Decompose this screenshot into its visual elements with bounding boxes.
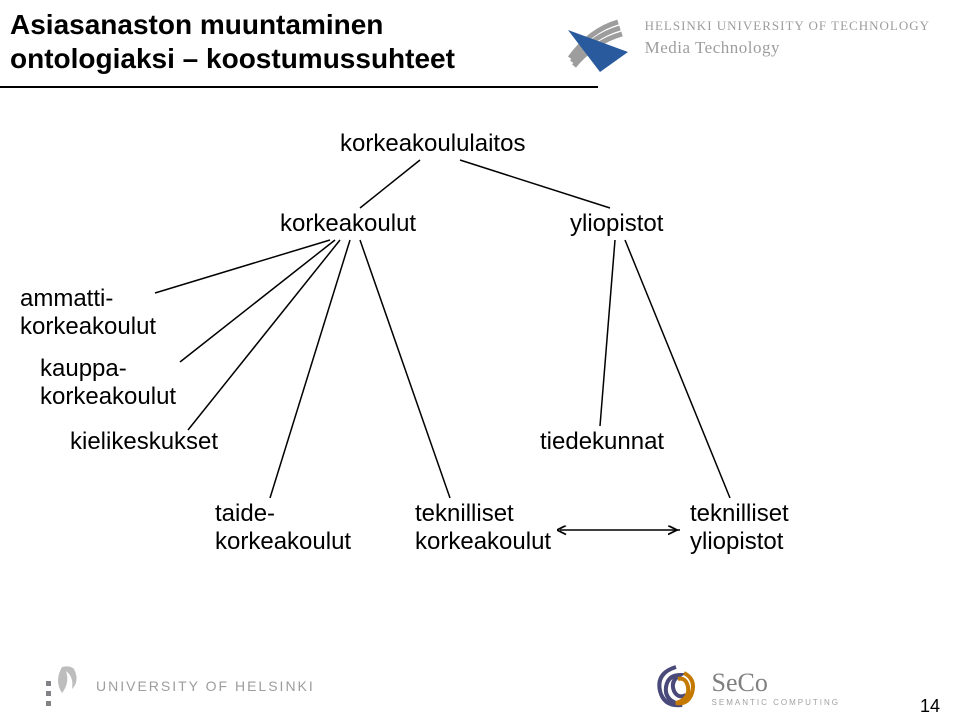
uh-flame-icon bbox=[40, 663, 82, 709]
node-amk: ammatti- korkeakoulut bbox=[20, 285, 156, 340]
uh-logo: UNIVERSITY OF HELSINKI bbox=[40, 663, 315, 709]
node-yli: yliopistot bbox=[570, 210, 663, 238]
seco-swirl-icon bbox=[650, 663, 702, 711]
uh-label: UNIVERSITY OF HELSINKI bbox=[96, 678, 315, 694]
node-kieli: kielikeskukset bbox=[70, 428, 218, 456]
title-underline bbox=[0, 86, 598, 88]
hut-logo-icon bbox=[560, 10, 630, 85]
header-department: Media Technology bbox=[645, 38, 930, 58]
node-kauppa: kauppa- korkeakoulut bbox=[40, 355, 176, 410]
seco-sublabel: SEMANTIC COMPUTING bbox=[712, 698, 840, 707]
header-university: HELSINKI UNIVERSITY OF TECHNOLOGY bbox=[645, 18, 930, 34]
node-tekkk: teknilliset korkeakoulut bbox=[415, 500, 551, 555]
node-kk: korkeakoulut bbox=[280, 210, 416, 238]
node-tekyl: teknilliset yliopistot bbox=[690, 500, 789, 555]
seco-label: SeCo bbox=[712, 668, 840, 698]
page-number: 14 bbox=[920, 696, 940, 717]
node-tiede: tiedekunnat bbox=[540, 428, 664, 456]
ontology-diagram: korkeakoululaitos korkeakoulut yliopistot a… bbox=[0, 100, 960, 620]
node-taide: taide- korkeakoulut bbox=[215, 500, 351, 555]
seco-logo: SeCo SEMANTIC COMPUTING bbox=[650, 663, 840, 711]
slide-page: Asiasanaston muuntaminen ontologiaksi – … bbox=[0, 0, 960, 727]
slide-footer: UNIVERSITY OF HELSINKI SeCo SEMANTIC COM… bbox=[0, 647, 960, 727]
slide-title: Asiasanaston muuntaminen ontologiaksi – … bbox=[10, 8, 455, 75]
node-root: korkeakoululaitos bbox=[340, 130, 525, 158]
header-institution: HELSINKI UNIVERSITY OF TECHNOLOGY Media … bbox=[645, 18, 930, 58]
